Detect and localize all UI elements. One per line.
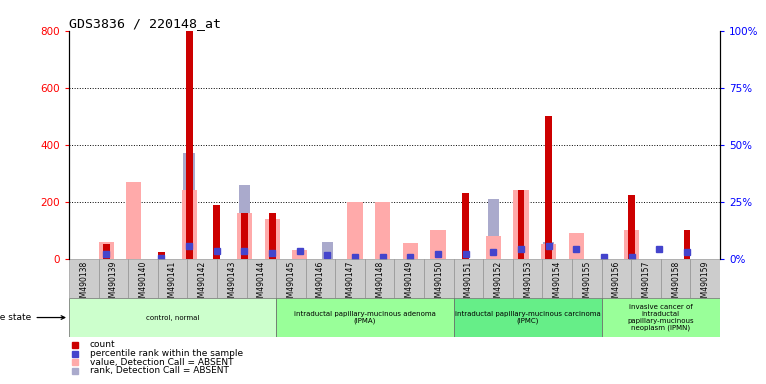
Bar — [103, 245, 110, 259]
Bar — [217, 259, 247, 298]
Bar — [463, 193, 469, 259]
Bar — [375, 202, 391, 259]
Bar — [377, 239, 388, 259]
Bar — [453, 259, 483, 298]
Bar — [126, 182, 142, 259]
Text: value, Detection Call = ABSENT: value, Detection Call = ABSENT — [90, 358, 233, 367]
Text: GSM490140: GSM490140 — [139, 261, 147, 307]
Bar — [543, 242, 555, 259]
Bar — [99, 259, 128, 298]
Bar — [513, 190, 529, 259]
Bar — [237, 213, 252, 259]
Bar — [545, 116, 552, 259]
Bar — [542, 259, 572, 298]
Bar — [241, 213, 248, 259]
Text: control, normal: control, normal — [146, 314, 199, 321]
Bar — [626, 235, 637, 259]
Text: GSM490150: GSM490150 — [434, 261, 444, 307]
Text: rank, Detection Call = ABSENT: rank, Detection Call = ABSENT — [90, 366, 228, 375]
Text: GSM490145: GSM490145 — [286, 261, 296, 307]
Text: GSM490156: GSM490156 — [612, 261, 621, 307]
Bar — [488, 199, 499, 259]
Bar — [128, 259, 158, 298]
Bar — [182, 190, 197, 259]
Text: GSM490158: GSM490158 — [671, 261, 680, 307]
Text: GSM490146: GSM490146 — [316, 261, 325, 307]
Bar — [690, 259, 720, 298]
Bar — [572, 259, 601, 298]
Bar — [185, 31, 192, 259]
Bar — [631, 259, 661, 298]
Bar — [518, 190, 525, 259]
Bar — [306, 259, 336, 298]
Bar — [571, 242, 582, 259]
Bar — [292, 250, 307, 259]
Text: GSM490151: GSM490151 — [464, 261, 473, 307]
Text: intraductal papillary-mucinous carcinoma
(IPMC): intraductal papillary-mucinous carcinoma… — [455, 311, 601, 324]
Text: GSM490139: GSM490139 — [109, 261, 118, 307]
Bar — [264, 219, 280, 259]
Bar — [601, 259, 631, 298]
Bar — [541, 245, 556, 259]
Text: count: count — [90, 341, 115, 349]
Bar — [267, 219, 278, 259]
Bar — [683, 230, 690, 259]
Bar — [69, 259, 99, 298]
Bar — [430, 230, 446, 259]
Bar — [69, 298, 276, 337]
Text: percentile rank within the sample: percentile rank within the sample — [90, 349, 243, 358]
Bar — [601, 298, 720, 337]
Bar — [183, 153, 195, 259]
Bar — [276, 298, 453, 337]
Bar — [158, 252, 165, 259]
Text: GSM490142: GSM490142 — [198, 261, 207, 307]
Bar — [336, 259, 365, 298]
Bar — [628, 195, 635, 259]
Bar — [188, 259, 217, 298]
Text: GSM490152: GSM490152 — [493, 261, 502, 307]
Text: GSM490155: GSM490155 — [582, 261, 591, 307]
Bar — [569, 233, 584, 259]
Bar — [322, 242, 333, 259]
Text: GSM490159: GSM490159 — [701, 261, 710, 307]
Bar — [486, 236, 501, 259]
Text: GSM490153: GSM490153 — [523, 261, 532, 307]
Text: invasive cancer of
intraductal
papillary-mucinous
neoplasm (IPMN): invasive cancer of intraductal papillary… — [627, 304, 694, 331]
Bar — [365, 259, 394, 298]
Text: intraductal papillary-mucinous adenoma
(IPMA): intraductal papillary-mucinous adenoma (… — [294, 311, 436, 324]
Text: GSM490154: GSM490154 — [553, 261, 561, 307]
Bar — [247, 259, 276, 298]
Text: GSM490138: GSM490138 — [79, 261, 88, 307]
Bar — [424, 259, 453, 298]
Bar — [348, 202, 362, 259]
Text: GDS3836 / 220148_at: GDS3836 / 220148_at — [69, 17, 221, 30]
Text: disease state: disease state — [0, 313, 65, 322]
Bar — [661, 259, 690, 298]
Bar — [158, 259, 188, 298]
Text: GSM490149: GSM490149 — [404, 261, 414, 307]
Bar — [513, 259, 542, 298]
Bar — [624, 230, 640, 259]
Bar — [214, 205, 220, 259]
Bar — [276, 259, 306, 298]
Bar — [403, 243, 418, 259]
Bar — [394, 259, 424, 298]
Bar — [239, 185, 250, 259]
Text: GSM490144: GSM490144 — [257, 261, 266, 307]
Text: GSM490157: GSM490157 — [642, 261, 650, 307]
Bar — [269, 213, 276, 259]
Text: GSM490148: GSM490148 — [375, 261, 385, 307]
Bar — [453, 298, 601, 337]
Text: GSM490143: GSM490143 — [228, 261, 236, 307]
Text: GSM490147: GSM490147 — [345, 261, 355, 307]
Bar — [99, 242, 113, 259]
Bar — [483, 259, 513, 298]
Text: GSM490141: GSM490141 — [168, 261, 177, 307]
